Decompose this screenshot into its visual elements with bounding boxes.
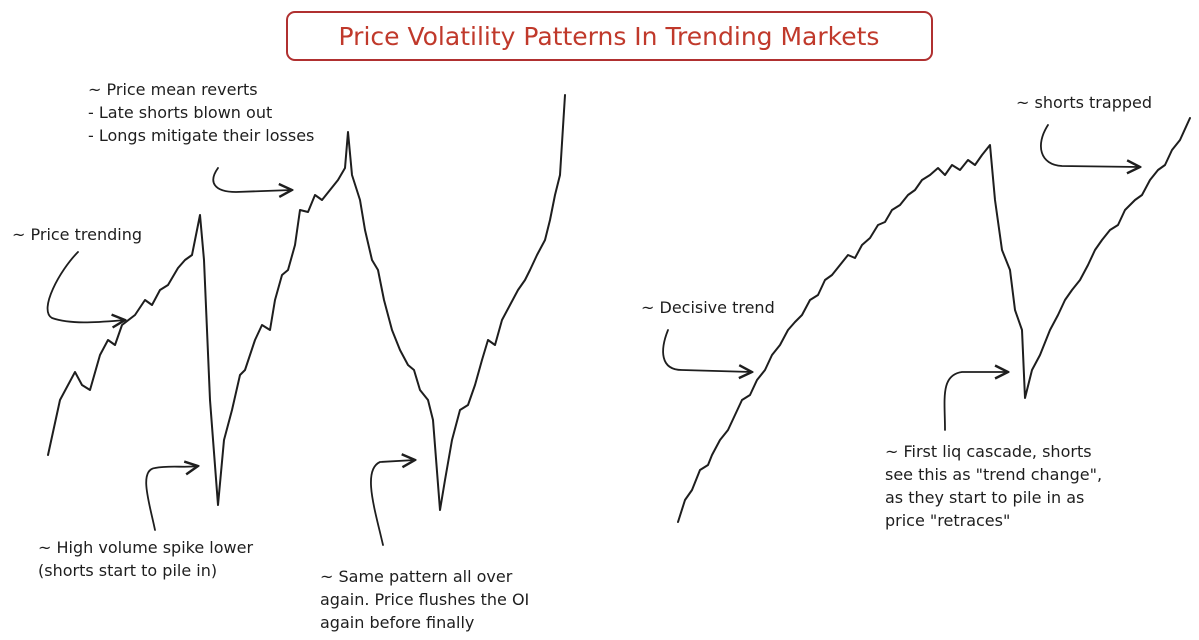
annotation-line: (shorts start to pile in)	[38, 561, 217, 580]
price-line-left	[47, 94, 566, 511]
annotation-line: - Longs mitigate their losses	[88, 126, 314, 145]
annotation-line: see this as "trend change",	[885, 465, 1102, 484]
annotation-line: ~ Decisive trend	[641, 298, 775, 317]
arrow	[145, 466, 198, 531]
arrow	[1040, 124, 1140, 167]
arrow	[46, 251, 125, 322]
annotations: ~ Price mean reverts - Late shorts blown…	[12, 80, 1152, 632]
annotation-line: ~ First liq cascade, shorts	[885, 442, 1092, 461]
annotation-line: again before finally	[320, 613, 474, 632]
annotation-line: ~ High volume spike lower	[38, 538, 253, 557]
annotation-line: ~ Price trending	[12, 225, 142, 244]
annotation-line: - Late shorts blown out	[88, 103, 272, 122]
title-box	[286, 11, 933, 61]
annotation-line: as they start to pile in as	[885, 488, 1084, 507]
price-line-right	[677, 117, 1191, 523]
annotation-line: ~ shorts trapped	[1016, 93, 1152, 112]
arrow	[662, 329, 752, 372]
title: Price Volatility Patterns In Trending Ma…	[339, 22, 880, 51]
arrow	[370, 460, 415, 546]
arrow	[212, 167, 292, 192]
annotation-line: ~ Price mean reverts	[88, 80, 258, 99]
arrow	[943, 372, 1008, 431]
annotation-line: price "retraces"	[885, 511, 1010, 530]
annotation-line: again. Price flushes the OI	[320, 590, 529, 609]
annotation-line: ~ Same pattern all over	[320, 567, 513, 586]
